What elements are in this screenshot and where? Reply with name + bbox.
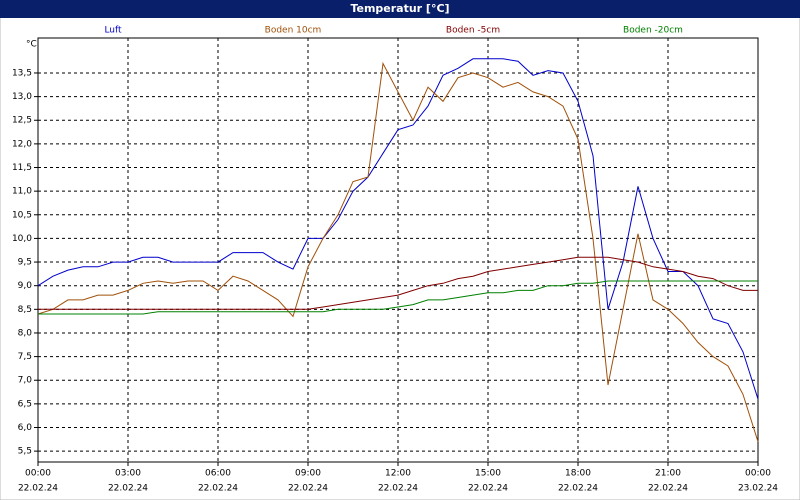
series-line	[37, 58, 759, 400]
x-tick-date: 22.02.24	[18, 484, 58, 494]
y-tick-label: 10,5	[12, 210, 32, 220]
legend-label: Boden -20cm	[623, 26, 683, 36]
y-tick-label: 5,5	[18, 447, 32, 457]
y-tick-label: 8,5	[18, 305, 32, 315]
legend-label: Boden -5cm	[446, 26, 500, 36]
x-tick-date: 22.02.24	[108, 484, 148, 494]
x-tick-date: 23.02.24	[738, 484, 778, 494]
x-tick-label: 12:00	[385, 469, 411, 479]
x-tick-label: 03:00	[115, 469, 141, 479]
series-line	[38, 280, 758, 315]
x-tick-label: 00:00	[25, 469, 51, 479]
x-tick-date: 22.02.24	[198, 484, 238, 494]
y-tick-label: 10,0	[12, 234, 32, 244]
x-tick-date: 22.02.24	[468, 484, 508, 494]
series-line	[38, 256, 758, 310]
title-bar	[0, 0, 800, 18]
x-tick-date: 22.02.24	[288, 484, 328, 494]
y-tick-label: 9,0	[18, 281, 33, 291]
y-tick-label: 11,0	[12, 187, 32, 197]
y-tick-label: 11,5	[12, 163, 32, 173]
x-tick-label: 06:00	[205, 469, 231, 479]
x-tick-label: 18:00	[565, 469, 591, 479]
chart-title: Temperatur [°C]	[350, 2, 449, 15]
y-tick-label: 7,5	[18, 352, 32, 362]
x-tick-date: 22.02.24	[558, 484, 598, 494]
y-tick-label: 7,0	[18, 376, 33, 386]
y-tick-label: 13,0	[12, 92, 32, 102]
x-tick-date: 22.02.24	[648, 484, 688, 494]
y-tick-label: 13,5	[12, 68, 32, 78]
y-tick-label: 8,0	[18, 328, 33, 338]
y-unit: °C	[26, 40, 37, 50]
x-tick-label: 09:00	[295, 469, 321, 479]
y-tick-label: 12,5	[12, 116, 32, 126]
y-tick-label: 6,5	[18, 399, 32, 409]
x-tick-label: 00:00	[745, 469, 771, 479]
y-tick-label: 12,0	[12, 139, 32, 149]
legend-label: Luft	[104, 26, 122, 36]
y-tick-label: 9,5	[18, 258, 32, 268]
series-line	[37, 61, 759, 442]
x-tick-label: 21:00	[655, 469, 681, 479]
legend-label: Boden 10cm	[265, 26, 322, 36]
y-tick-label: 6,0	[18, 423, 33, 433]
x-tick-label: 15:00	[475, 469, 501, 479]
x-tick-date: 22.02.24	[378, 484, 418, 494]
